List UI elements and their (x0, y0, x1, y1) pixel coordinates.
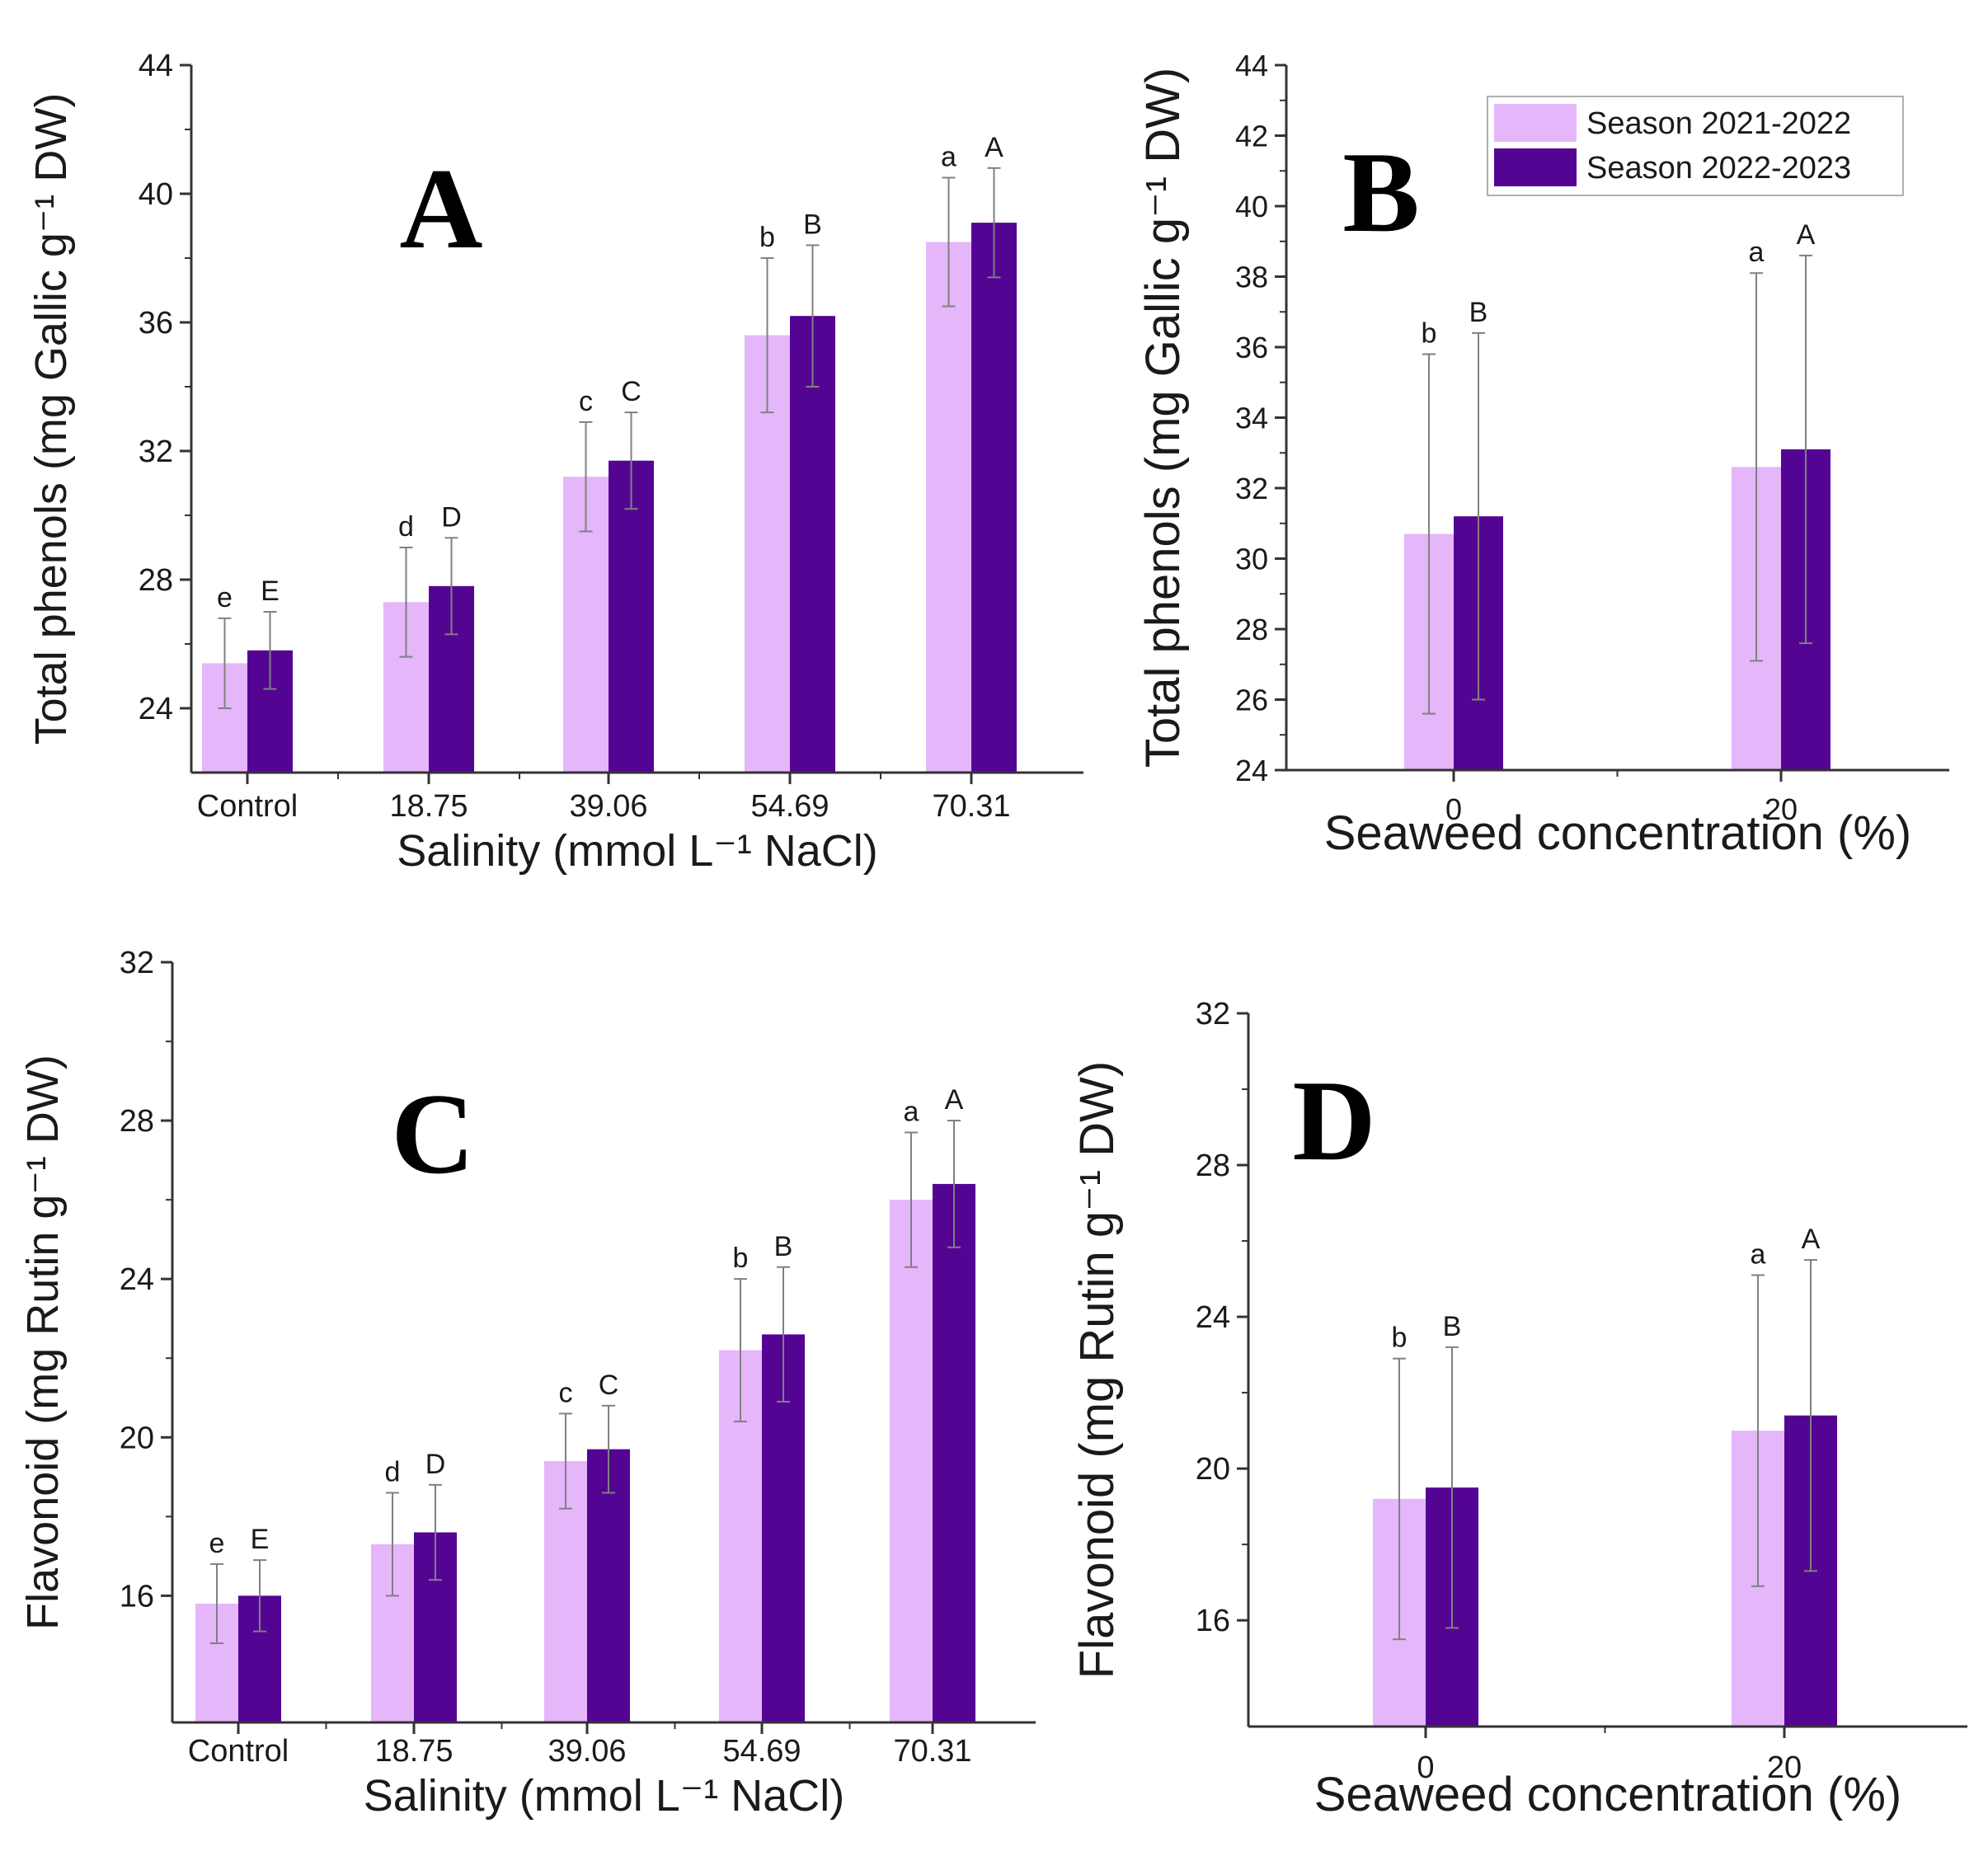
y-tick-label-a: 36 (139, 306, 173, 341)
significance-letter-a-s2-4: A (985, 132, 1003, 163)
significance-letter-b-s1-1: a (1749, 237, 1765, 268)
x-axis-title-d: Seaweed concentration (%) (1314, 1768, 1902, 1821)
x-tick-label-a-4: 70.31 (932, 789, 1010, 824)
significance-letter-a-s2-3: B (803, 209, 822, 240)
y-tick-label-a: 44 (139, 49, 173, 83)
x-tick-label-c-4: 70.31 (893, 1734, 971, 1769)
significance-letter-c-s1-2: c (559, 1377, 573, 1408)
y-axis-title-d: Flavonoid (mg Rutin g⁻¹ DW) (1070, 1061, 1124, 1679)
significance-letter-b-s1-0: b (1422, 318, 1437, 350)
significance-letter-c-s1-3: b (733, 1243, 749, 1274)
significance-letter-c-s1-4: a (904, 1096, 919, 1127)
y-tick-label-a: 24 (139, 692, 173, 726)
y-axis-title-b: Total phenols (mg Gallic g⁻¹ DW) (1136, 68, 1190, 768)
panel-letter-b: B (1342, 129, 1419, 256)
y-tick-label-a: 28 (139, 563, 173, 598)
significance-letter-c-s1-1: d (385, 1456, 401, 1487)
y-axis-title-c: Flavonoid (mg Rutin g⁻¹ DW) (18, 1055, 68, 1630)
x-tick-label-a-3: 54.69 (750, 789, 829, 824)
significance-letter-a-s1-3: b (759, 222, 775, 253)
x-tick-label-c-2: 39.06 (548, 1734, 626, 1769)
y-tick-label-c: 20 (120, 1421, 154, 1455)
y-tick-label-d: 32 (1196, 997, 1230, 1031)
significance-letter-d-s2-1: A (1802, 1224, 1821, 1255)
y-tick-label-b: 42 (1235, 120, 1268, 153)
significance-letter-a-s2-2: C (621, 376, 642, 407)
y-tick-label-b: 38 (1235, 261, 1268, 294)
significance-letter-b-s2-1: A (1797, 219, 1816, 251)
panel-a-chart: e d c b a E D C B A 24 28 32 36 40 44 Control 18.75 39.06 5… (26, 49, 1083, 876)
legend-swatch-season-2021-2022 (1494, 104, 1577, 142)
legend-label-season-2021-2022: Season 2021-2022 (1586, 106, 1851, 141)
x-tick-label-d-1: 20 (1767, 1750, 1802, 1785)
significance-letter-a-s1-2: c (579, 386, 593, 417)
x-tick-label-a-1: 18.75 (389, 789, 468, 824)
x-axis-title-a: Salinity (mmol L⁻¹ NaCl) (397, 826, 878, 876)
y-tick-label-b: 30 (1235, 543, 1268, 576)
y-tick-label-d: 20 (1196, 1452, 1230, 1487)
panel-letter-a: A (399, 145, 482, 273)
legend: Season 2021-2022 Season 2022-2023 (1487, 96, 1904, 196)
significance-letter-d-s1-0: b (1392, 1323, 1408, 1354)
significance-letter-c-s2-2: C (599, 1370, 619, 1401)
y-tick-label-c: 16 (120, 1579, 154, 1614)
y-tick-label-d: 24 (1196, 1300, 1230, 1335)
y-tick-label-c: 24 (120, 1262, 154, 1297)
significance-letter-c-s2-4: A (945, 1084, 964, 1116)
x-tick-label-a-0: Control (197, 789, 298, 824)
y-tick-label-b: 36 (1235, 331, 1268, 364)
bar-a-s2-2 (609, 460, 654, 773)
y-tick-label-a: 40 (139, 177, 173, 212)
y-tick-label-b: 44 (1235, 49, 1268, 82)
bar-a-s1-4 (926, 242, 971, 773)
significance-letter-c-s1-0: e (209, 1528, 225, 1559)
significance-letter-a-s2-0: E (261, 576, 280, 607)
bar-c-s2-2 (587, 1449, 630, 1722)
significance-letter-c-s2-3: B (774, 1231, 793, 1262)
y-tick-label-b: 26 (1235, 684, 1268, 717)
x-tick-label-c-1: 18.75 (374, 1734, 453, 1769)
bar-a-s2-3 (790, 316, 835, 773)
x-tick-label-c-3: 54.69 (722, 1734, 801, 1769)
significance-letter-c-s2-0: E (251, 1524, 270, 1555)
bar-c-s2-4 (933, 1183, 975, 1722)
x-tick-label-a-2: 39.06 (569, 789, 647, 824)
significance-letter-c-s2-1: D (425, 1449, 446, 1480)
significance-letter-d-s1-1: a (1751, 1238, 1766, 1270)
significance-letter-a-s1-4: a (941, 142, 956, 173)
panel-c-chart: e d c b a E D C B A 16 20 24 28 32 Control 18.75 39.06 54.… (18, 946, 1036, 1821)
legend-label-season-2022-2023: Season 2022-2023 (1586, 151, 1851, 186)
y-tick-label-b: 32 (1235, 472, 1268, 505)
y-axis-title-a: Total phenols (mg Gallic g⁻¹ DW) (26, 93, 76, 745)
y-tick-label-b: 40 (1235, 190, 1268, 223)
x-tick-label-b-0: 0 (1445, 792, 1462, 826)
panel-letter-d: D (1292, 1057, 1375, 1185)
y-tick-label-a: 32 (139, 435, 173, 469)
significance-letter-a-s2-1: D (441, 501, 462, 533)
significance-letter-a-s1-0: e (217, 582, 233, 613)
x-tick-label-c-0: Control (188, 1734, 289, 1769)
y-tick-label-d: 16 (1196, 1604, 1230, 1638)
bar-c-s1-4 (890, 1200, 933, 1722)
y-tick-label-d: 28 (1196, 1149, 1230, 1183)
y-tick-label-b: 24 (1235, 754, 1268, 787)
y-tick-label-c: 28 (120, 1104, 154, 1139)
x-axis-title-c: Salinity (mmol L⁻¹ NaCl) (364, 1771, 845, 1821)
y-tick-label-c: 32 (120, 946, 154, 980)
x-tick-label-d-0: 0 (1417, 1750, 1434, 1785)
y-tick-label-b: 28 (1235, 613, 1268, 646)
significance-letter-a-s1-1: d (398, 511, 414, 543)
legend-swatch-season-2022-2023 (1494, 148, 1577, 186)
bar-a-s2-4 (971, 223, 1017, 773)
y-tick-label-b: 34 (1235, 402, 1268, 435)
panel-letter-c: C (391, 1070, 474, 1198)
x-axis-title-b: Seaweed concentration (%) (1324, 806, 1912, 860)
x-tick-label-b-1: 20 (1765, 792, 1798, 826)
significance-letter-d-s2-0: B (1443, 1311, 1462, 1342)
significance-letter-b-s2-0: B (1469, 297, 1488, 328)
